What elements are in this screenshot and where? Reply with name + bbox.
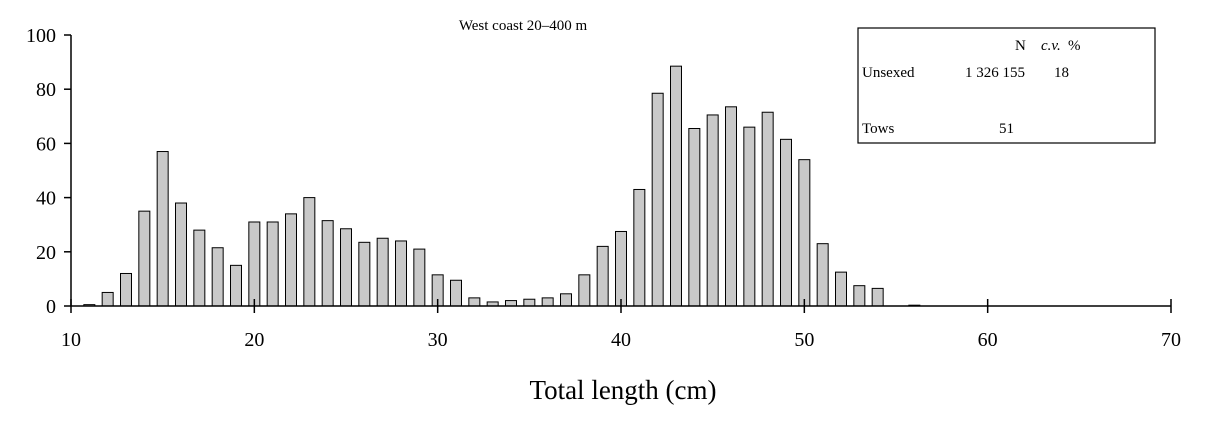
bar-29 [413, 248, 426, 307]
bar-52 [835, 271, 847, 307]
legend-row2-n: 51 [999, 121, 1014, 137]
y-tick-label: 100 [26, 25, 56, 47]
bar-23 [303, 197, 316, 307]
bar-34 [505, 300, 517, 307]
bar-14 [138, 210, 151, 307]
chart-title: West coast 20–400 m [459, 18, 588, 34]
bar-43 [670, 65, 682, 307]
bar-37 [560, 293, 572, 307]
x-tick-label: 70 [1161, 329, 1181, 351]
bar-35 [523, 298, 536, 307]
y-tick-label: 80 [36, 79, 56, 101]
bar-36 [541, 297, 554, 307]
bars-group [83, 65, 921, 307]
x-tick-label: 20 [244, 329, 264, 351]
bar-16 [175, 202, 187, 307]
bar-18 [211, 247, 224, 307]
bar-21 [266, 221, 279, 307]
bar-42 [651, 92, 664, 307]
legend-frame [857, 27, 1156, 144]
bar-40 [615, 230, 627, 307]
legend-row1-n: 1 326 155 [965, 65, 1025, 81]
x-tick-label: 60 [978, 329, 998, 351]
bar-38 [578, 274, 591, 307]
bar-27 [376, 237, 389, 307]
bar-50 [798, 159, 811, 307]
bar-47 [743, 126, 756, 307]
x-tick-label: 40 [611, 329, 631, 351]
y-ticks-group: 0 20 40 60 80 100 [26, 25, 71, 318]
bar-53 [853, 285, 866, 307]
legend-header-n: N [1015, 38, 1026, 54]
bar-15 [156, 151, 169, 307]
bar-19 [230, 264, 242, 307]
bar-45 [706, 114, 719, 307]
legend-row1-label: Unsexed [862, 65, 915, 81]
bar-32 [468, 297, 481, 307]
x-ticks-group: 10 20 30 40 50 60 70 [61, 299, 1181, 351]
bar-22 [285, 213, 297, 307]
legend-box: N c.v. % Unsexed 1 326 155 18 Tows 51 [857, 27, 1156, 144]
y-tick-label: 40 [36, 188, 56, 210]
bar-51 [816, 243, 829, 307]
legend-row1-cv: 18 [1054, 65, 1069, 81]
y-tick-label: 20 [36, 242, 56, 264]
legend-row2-label: Tows [862, 121, 894, 137]
bar-54 [871, 287, 884, 307]
bar-46 [725, 106, 737, 307]
x-tick-label: 10 [61, 329, 81, 351]
bar-39 [596, 245, 609, 307]
bar-41 [633, 188, 646, 307]
bar-26 [358, 241, 371, 307]
x-axis-label: Total length (cm) [529, 375, 716, 405]
bar-48 [761, 111, 774, 307]
bar-28 [395, 240, 407, 307]
y-tick-label: 60 [36, 133, 56, 155]
bar-31 [450, 279, 462, 307]
bar-12 [101, 291, 114, 307]
bar-44 [688, 127, 701, 307]
bar-17 [193, 229, 206, 307]
bar-49 [780, 138, 792, 307]
bar-25 [340, 228, 352, 307]
legend-header-cv: c.v. [1041, 38, 1061, 54]
x-tick-label: 50 [794, 329, 814, 351]
y-tick-label: 0 [46, 296, 56, 318]
legend-header-pct: % [1068, 38, 1081, 54]
x-tick-label: 30 [428, 329, 448, 351]
bar-24 [321, 220, 334, 307]
bar-13 [120, 272, 132, 307]
bar-20 [248, 221, 261, 307]
